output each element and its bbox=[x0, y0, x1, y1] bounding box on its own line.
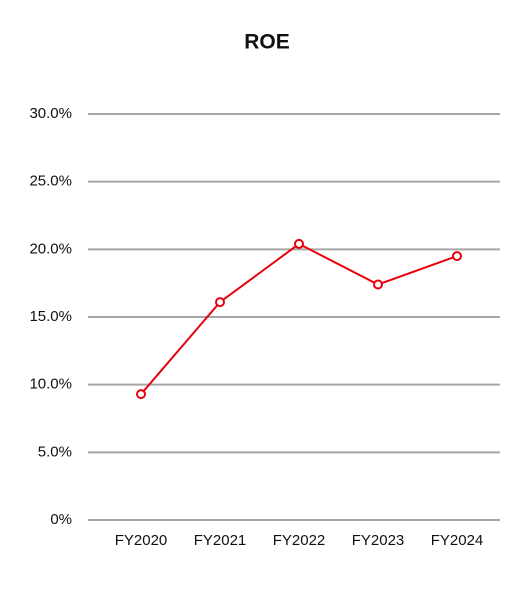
x-tick-label: FY2021 bbox=[194, 532, 247, 549]
y-tick-label: 30.0% bbox=[29, 105, 72, 122]
y-tick-label: 10.0% bbox=[29, 376, 72, 393]
point bbox=[215, 297, 225, 308]
y-tick-label: 25.0% bbox=[29, 173, 72, 190]
x-tick-label: FY2024 bbox=[431, 532, 484, 549]
line bbox=[140, 242, 458, 395]
point bbox=[136, 389, 146, 400]
x-tick-label: FY2022 bbox=[273, 532, 326, 549]
point bbox=[452, 251, 462, 262]
y-tick-label: 5.0% bbox=[38, 443, 72, 460]
x-tick-label: FY2020 bbox=[115, 532, 168, 549]
y-tick-label: 15.0% bbox=[29, 308, 72, 325]
y-tick-label: 0% bbox=[50, 511, 72, 528]
y-tick-label: 20.0% bbox=[29, 240, 72, 257]
x-tick-label: FY2023 bbox=[352, 532, 405, 549]
chart-title: ROE bbox=[244, 31, 290, 54]
point bbox=[294, 238, 304, 249]
point bbox=[373, 279, 383, 290]
